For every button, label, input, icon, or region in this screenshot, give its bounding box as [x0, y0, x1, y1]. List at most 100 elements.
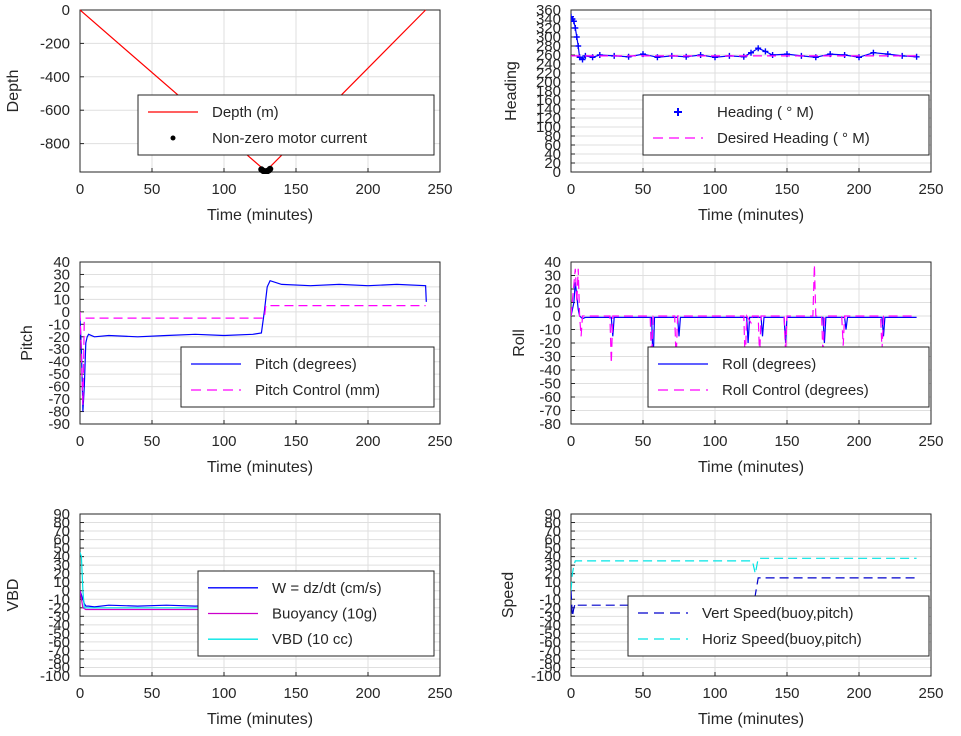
roll-ytick-label: 30 [544, 268, 561, 285]
heading-ytick-label: 340 [536, 11, 561, 28]
vbd-ytick-label: 50 [53, 540, 70, 557]
heading-series-0-point [573, 34, 580, 40]
pitch-xtick-label: 100 [211, 433, 236, 450]
heading-panel: 0 50 100 150 200 2500204060801001201401601802… [503, 2, 944, 224]
heading-series-0-point [683, 53, 690, 60]
speed-ytick-label: 20 [544, 566, 561, 583]
depth-legend: Depth (m) Non-zero motor current [137, 94, 435, 156]
vbd-ytick-label: -70 [48, 642, 70, 659]
vbd-ytick-label: 10 [53, 574, 70, 591]
vbd-ytick-label: 20 [53, 566, 70, 583]
speed-legend-box [627, 595, 930, 657]
depth-legend-label-1: Non-zero motor current [212, 130, 368, 147]
vbd-axes-frame [79, 513, 441, 677]
heading-data [571, 13, 920, 63]
heading-series-0-point [572, 25, 579, 31]
heading-ytick-label: 20 [544, 155, 561, 172]
heading-series-0-point [575, 43, 582, 49]
vbd-ytick-label: 70 [53, 523, 70, 540]
pitch-xtick-label: 150 [283, 433, 308, 450]
pitch-axes-frame [79, 261, 441, 425]
depth-ytick-label: 0 [62, 2, 70, 19]
depth-legend-label-0: Depth (m) [212, 104, 279, 121]
heading-ytick-label: 300 [536, 29, 561, 46]
pitch-legend: Pitch (degrees) Pitch Control (mm) [180, 346, 435, 408]
vbd-ytick-label: 40 [53, 549, 70, 566]
speed-ytick-label: 30 [544, 557, 561, 574]
pitch-ytick-label: -30 [48, 341, 70, 358]
heading-series-0-point [762, 48, 769, 55]
heading-ytick-label: 140 [536, 101, 561, 118]
heading-ytick-label: 100 [536, 119, 561, 136]
vbd-xtick-label: 250 [427, 685, 452, 702]
heading-ytick-label: 280 [536, 38, 561, 55]
heading-series-0-point [654, 54, 661, 61]
pitch-ytick-label: -80 [48, 404, 70, 421]
speed-ytick-label: 90 [544, 506, 561, 523]
heading-legend-label-0: Heading ( ° M) [717, 104, 814, 121]
pitch-xlabel: Time (minutes) [207, 459, 313, 476]
heading-xtick-label: 0 [567, 181, 575, 198]
depth-xtick-label: 200 [355, 181, 380, 198]
vbd-ytick-label: -60 [48, 634, 70, 651]
vbd-panel: 0 50 100 150 200 2509080706050403020100-10-20… [5, 506, 453, 728]
vbd-ytick-label: 60 [53, 532, 70, 549]
heading-series-0-point [913, 53, 920, 60]
speed-ytick-label: -20 [539, 600, 561, 617]
roll-ytick-label: -60 [539, 389, 561, 406]
speed-xlabel: Time (minutes) [698, 711, 804, 728]
pitch-ytick-label: -10 [48, 316, 70, 333]
pitch-xtick-label: 250 [427, 433, 452, 450]
speed-ytick-label: -100 [531, 668, 561, 685]
speed-ytick-label: -60 [539, 634, 561, 651]
speed-ytick-label: 40 [544, 549, 561, 566]
vbd-ytick-label: 90 [53, 506, 70, 523]
pitch-ytick-label: 20 [53, 279, 70, 296]
pitch-xtick-label: 50 [144, 433, 161, 450]
speed-legend-label-0: Vert Speed(buoy,pitch) [702, 605, 853, 622]
pitch-ytick-label: -20 [48, 329, 70, 346]
speed-ytick-label: -90 [539, 659, 561, 676]
roll-xtick-label: 200 [846, 433, 871, 450]
speed-ytick-label: 60 [544, 532, 561, 549]
roll-xtick-label: 0 [567, 433, 575, 450]
heading-series-0-point [755, 45, 762, 52]
vbd-ytick-label: -90 [48, 659, 70, 676]
heading-ytick-label: 180 [536, 83, 561, 100]
pitch-xtick-label: 200 [355, 433, 380, 450]
roll-xtick-label: 50 [635, 433, 652, 450]
pitch-ytick-label: -70 [48, 391, 70, 408]
depth-ytick-label: -800 [40, 136, 70, 153]
speed-xtick-label: 200 [846, 685, 871, 702]
pitch-series-0-line [80, 279, 427, 412]
roll-data [571, 264, 917, 364]
vbd-legend-label-0: W = dz/dt (cm/s) [272, 580, 382, 597]
pitch-ytick-label: 10 [53, 291, 70, 308]
pitch-legend-label-1: Pitch Control (mm) [255, 382, 380, 399]
roll-ytick-label: -30 [539, 349, 561, 366]
depth-ytick-label: -400 [40, 69, 70, 86]
vbd-ytick-label: -40 [48, 617, 70, 634]
roll-ylabel: Roll [511, 329, 528, 357]
depth-legend-marker-1 [170, 135, 176, 141]
vbd-legend-label-1: Buoyancy (10g) [272, 606, 377, 623]
heading-series-0-point [856, 54, 862, 61]
speed-xtick-label: 50 [635, 685, 652, 702]
roll-ytick-label: 40 [544, 254, 561, 271]
heading-ytick-label: 60 [544, 137, 561, 154]
depth-ytick-label: -600 [40, 102, 70, 119]
speed-legend-label-1: Horiz Speed(buoy,pitch) [702, 631, 862, 648]
depth-legend-box [137, 94, 435, 156]
depth-xtick-label: 0 [76, 181, 84, 198]
heading-series-0-point [625, 53, 632, 60]
pitch-data [80, 279, 427, 412]
speed-data [571, 557, 917, 617]
vbd-ytick-label: 0 [62, 583, 70, 600]
speed-ytick-label: 10 [544, 574, 561, 591]
roll-legend-box [647, 346, 930, 408]
pitch-ytick-label: -40 [48, 354, 70, 371]
pitch-ytick-label: 0 [62, 304, 70, 321]
speed-ytick-label: -50 [539, 625, 561, 642]
roll-legend-label-0: Roll (degrees) [722, 356, 816, 373]
